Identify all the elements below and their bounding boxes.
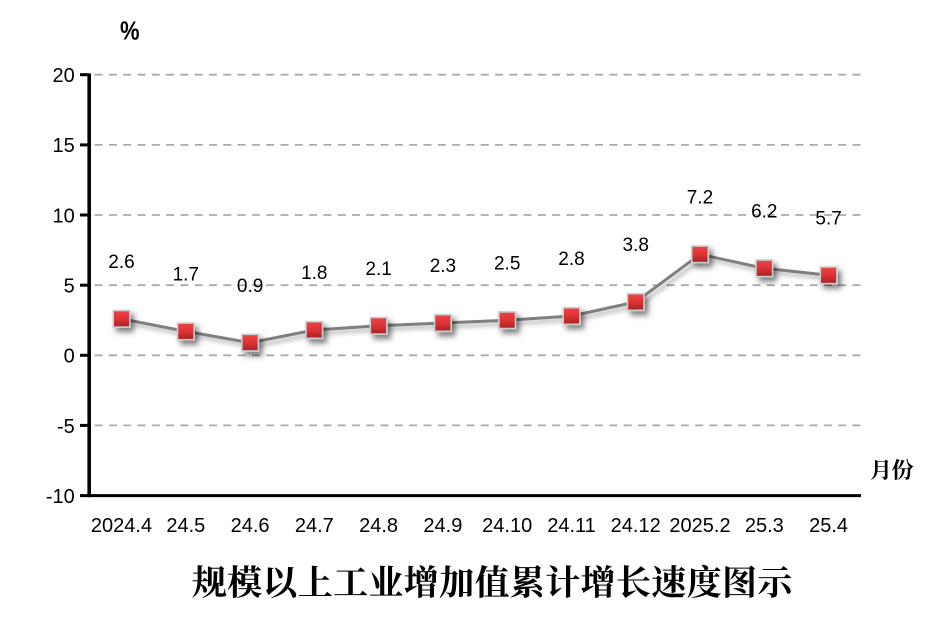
svg-text:2.5: 2.5 [494,253,520,274]
svg-text:25.4: 25.4 [809,515,848,537]
svg-text:20: 20 [53,65,75,87]
svg-text:2024.4: 2024.4 [91,515,152,537]
svg-text:3.8: 3.8 [622,235,648,256]
svg-text:25.3: 25.3 [745,515,784,537]
svg-text:2.1: 2.1 [365,259,391,280]
svg-text:24.7: 24.7 [295,515,334,537]
svg-text:6.2: 6.2 [751,202,777,223]
svg-text:5.7: 5.7 [815,209,841,230]
svg-text:24.5: 24.5 [166,515,205,537]
svg-text:2.6: 2.6 [108,252,134,273]
svg-text:24.11: 24.11 [547,515,596,537]
svg-text:24.8: 24.8 [359,515,398,537]
svg-text:10: 10 [53,205,75,227]
svg-text:7.2: 7.2 [687,188,713,209]
svg-text:0.9: 0.9 [237,276,263,297]
svg-text:24.10: 24.10 [482,515,532,537]
svg-text:2.8: 2.8 [558,249,584,270]
svg-text:0: 0 [64,346,75,368]
svg-text:24.12: 24.12 [611,515,661,537]
svg-text:24.6: 24.6 [231,515,270,537]
svg-text:24.9: 24.9 [423,515,462,537]
svg-text:%: % [120,17,139,46]
svg-text:2.3: 2.3 [430,256,456,277]
svg-text:15: 15 [53,135,75,157]
svg-text:-10: -10 [46,486,75,508]
svg-text:1.7: 1.7 [173,265,199,286]
svg-text:1.8: 1.8 [301,263,327,284]
svg-text:-5: -5 [57,416,75,438]
svg-text:5: 5 [64,276,75,298]
svg-text:2025.2: 2025.2 [669,515,730,537]
